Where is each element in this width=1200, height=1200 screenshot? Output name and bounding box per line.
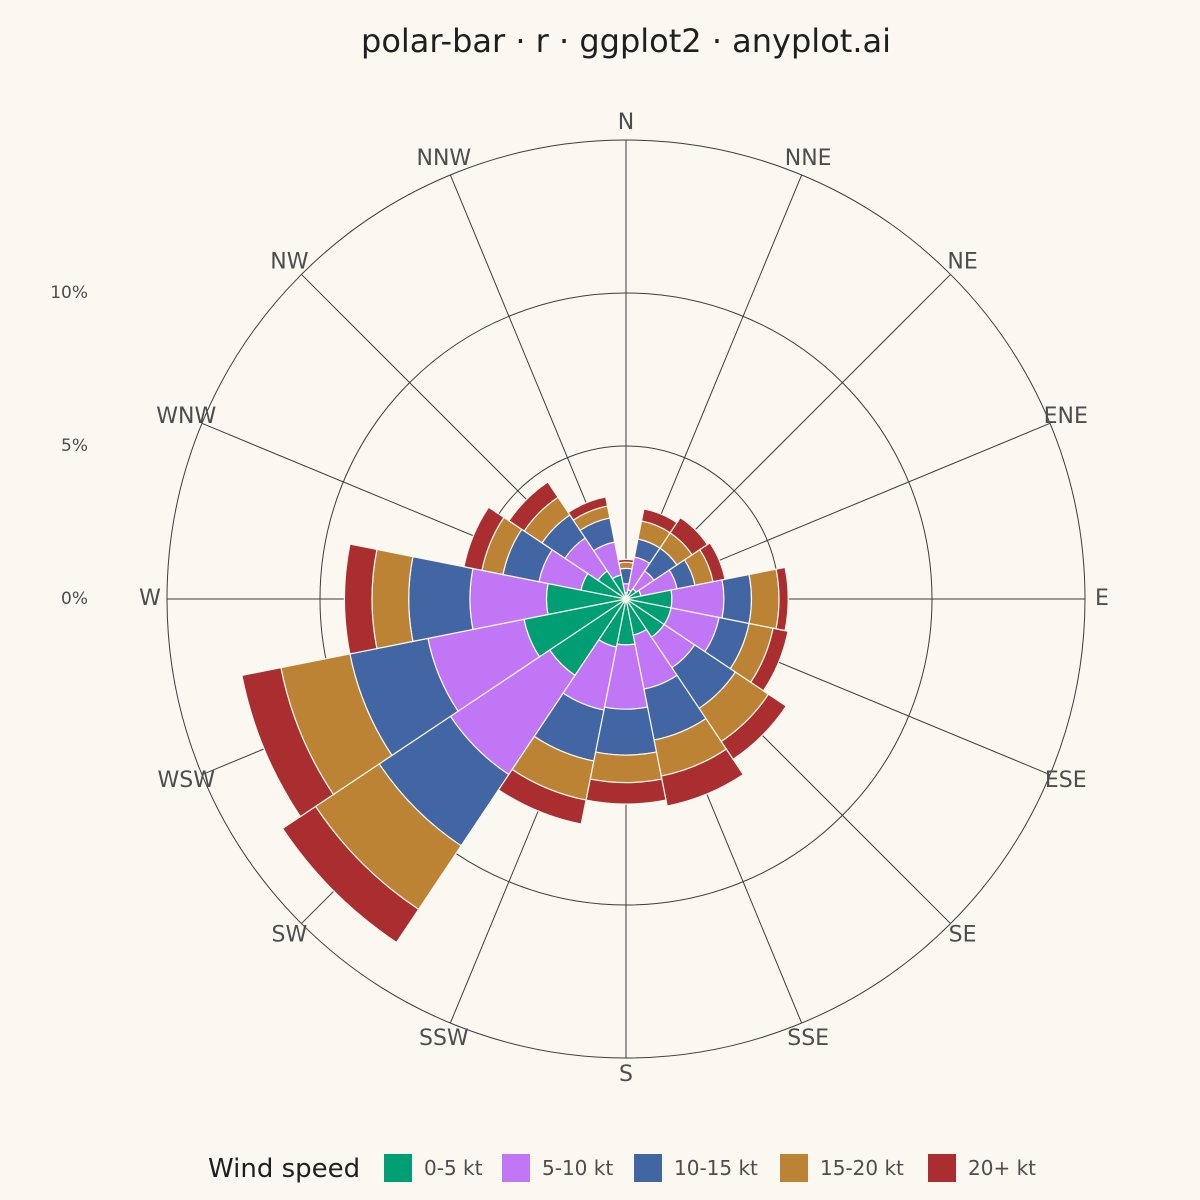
bar-nnw-20-kt [567,496,609,521]
legend-label-20-kt: 20+ kt [968,1156,1036,1180]
direction-label-s: S [619,1062,633,1087]
direction-label-ne: NE [947,249,977,274]
bar-e-15-20-kt [748,568,780,630]
bar-w-10-15-kt [408,555,474,643]
bar-nw-20-kt [508,481,559,532]
direction-label-wnw: WNW [156,404,216,429]
direction-label-sse: SSE [787,1026,829,1051]
bar-s-10-15-kt [594,706,658,756]
legend: Wind speed 0-5 kt 5-10 kt 10-15 kt 15-20 kt… [208,1154,1036,1184]
legend-label-15-20-kt: 15-20 kt [820,1156,904,1180]
bar-w-20-kt [343,543,378,655]
direction-label-se: SE [949,923,977,948]
bar-e-10-15-kt [721,573,753,625]
tick-label-10: 10% [50,283,88,303]
legend-label-0-5-kt: 0-5 kt [424,1156,483,1180]
chart-title: polar-bar · r · ggplot2 · anyplot.ai [361,22,891,60]
bar-n-15-20-kt [618,561,634,570]
bar-wsw-20-kt [241,666,335,818]
bars-group [241,481,789,944]
legend-swatch-20-kt [928,1154,956,1182]
bar-s-20-kt [585,778,667,805]
direction-label-ssw: SSW [419,1026,469,1051]
legend-swatch-0-5-kt [384,1154,412,1182]
legend-title: Wind speed [208,1154,360,1184]
bar-sse-20-kt [660,748,745,807]
radial-tick-labels: 0% 5% 10% [50,283,88,609]
direction-label-wsw: WSW [157,768,215,793]
bar-wnw-20-kt [463,506,505,572]
legend-swatch-15-20-kt [780,1154,808,1182]
legend-swatch-10-15-kt [634,1154,662,1182]
direction-label-e: E [1095,586,1109,611]
direction-label-nne: NNE [785,146,832,171]
direction-label-ese: ESE [1045,768,1087,793]
legend-label-5-10-kt: 5-10 kt [542,1156,613,1180]
direction-label-ene: ENE [1044,404,1088,429]
direction-labels: N NNE NE ENE E ESE SE SSE S SSW SW WSW W WNW NW NNW [139,110,1109,1087]
direction-label-nnw: NNW [417,146,472,171]
bar-s-15-20-kt [589,751,663,784]
bar-sw-20-kt [281,805,420,944]
legend-label-10-15-kt: 10-15 kt [674,1156,758,1180]
direction-label-sw: SW [272,923,308,948]
tick-label-0: 0% [61,589,88,609]
direction-label-w: W [139,586,161,611]
bar-n-20-kt [617,558,635,564]
direction-label-n: N [618,110,634,135]
legend-swatch-5-10-kt [502,1154,530,1182]
tick-label-5: 5% [61,436,88,456]
bar-w-15-20-kt [371,548,414,650]
direction-label-nw: NW [270,249,308,274]
